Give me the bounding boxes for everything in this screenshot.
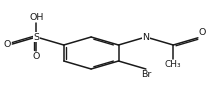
Text: O: O [4,40,11,49]
Text: O: O [199,28,206,37]
Text: CH₃: CH₃ [165,60,182,69]
Text: S: S [33,33,39,42]
Text: OH: OH [29,13,43,22]
Text: Br: Br [141,70,151,79]
Text: N: N [142,33,149,42]
Text: O: O [33,52,40,61]
